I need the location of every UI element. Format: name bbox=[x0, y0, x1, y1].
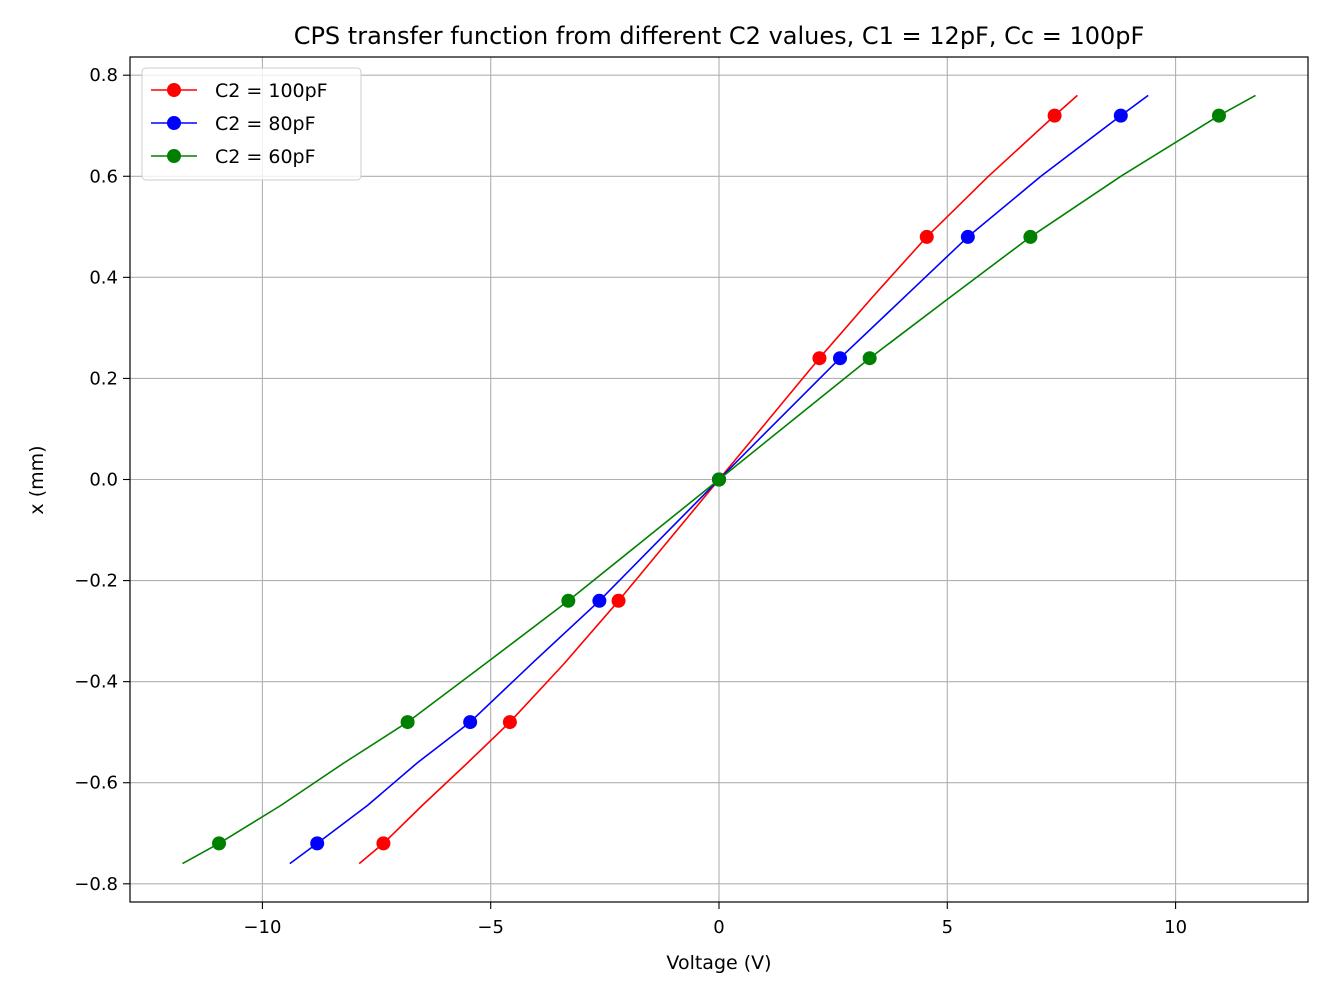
x-tick-label: 0 bbox=[713, 917, 724, 938]
y-tick-label: 0.8 bbox=[89, 65, 118, 86]
x-tick-label: 10 bbox=[1164, 917, 1187, 938]
y-tick-label: 0.4 bbox=[89, 267, 118, 288]
data-point bbox=[400, 715, 415, 730]
series-line bbox=[182, 94, 1256, 865]
legend-label: C2 = 80pF bbox=[215, 113, 316, 135]
legend-swatch-marker bbox=[167, 83, 181, 97]
y-tick-label: −0.2 bbox=[74, 571, 118, 592]
data-point bbox=[960, 229, 975, 244]
legend-swatch-marker bbox=[167, 116, 181, 130]
chart-title: CPS transfer function from different C2 … bbox=[294, 22, 1145, 50]
y-tick-label: −0.8 bbox=[74, 874, 118, 895]
y-tick-label: −0.4 bbox=[74, 672, 118, 693]
data-point bbox=[310, 836, 325, 851]
series-line bbox=[358, 94, 1078, 865]
x-tick-label: 5 bbox=[942, 917, 953, 938]
series-line bbox=[289, 94, 1149, 865]
legend-label: C2 = 100pF bbox=[215, 80, 328, 102]
data-point bbox=[376, 836, 391, 851]
data-point bbox=[502, 715, 517, 730]
data-point bbox=[812, 351, 827, 366]
series-layer bbox=[182, 94, 1256, 865]
data-point bbox=[1047, 108, 1062, 123]
data-point bbox=[561, 593, 576, 608]
data-point bbox=[1023, 229, 1038, 244]
x-tick-label: −10 bbox=[243, 917, 281, 938]
data-point bbox=[592, 593, 607, 608]
series-3 bbox=[182, 94, 1256, 865]
legend-swatch-marker bbox=[167, 149, 181, 163]
x-tick-label: −5 bbox=[477, 917, 504, 938]
legend-label: C2 = 60pF bbox=[215, 146, 316, 168]
y-tick-label: 0.6 bbox=[89, 166, 118, 187]
data-point bbox=[463, 715, 478, 730]
data-point bbox=[611, 593, 626, 608]
legend-entry: C2 = 100pF bbox=[151, 80, 328, 102]
data-point bbox=[212, 836, 227, 851]
legend-box bbox=[141, 67, 362, 181]
legend: C2 = 100pF C2 = 80pF C2 = 60pF bbox=[141, 67, 362, 181]
legend-entry: C2 = 80pF bbox=[151, 113, 316, 135]
x-axis-label: Voltage (V) bbox=[666, 952, 771, 974]
y-axis-ticks: −0.8 −0.6 −0.4 −0.2 0.0 0.2 0.4 0.6 0.8 bbox=[74, 65, 130, 895]
x-axis-ticks: −10 −5 0 5 10 bbox=[243, 902, 1187, 938]
data-point bbox=[1113, 108, 1128, 123]
y-axis-label: x (mm) bbox=[26, 445, 48, 514]
data-point bbox=[919, 229, 934, 244]
data-point bbox=[712, 472, 726, 487]
grid bbox=[130, 57, 1308, 902]
series-1 bbox=[358, 94, 1078, 865]
data-point bbox=[1211, 108, 1226, 123]
data-point bbox=[862, 351, 877, 366]
legend-entry: C2 = 60pF bbox=[151, 146, 316, 168]
y-tick-label: −0.6 bbox=[74, 773, 118, 794]
y-tick-label: 0.2 bbox=[89, 368, 118, 389]
y-tick-label: 0.0 bbox=[89, 470, 118, 491]
data-point bbox=[832, 351, 847, 366]
